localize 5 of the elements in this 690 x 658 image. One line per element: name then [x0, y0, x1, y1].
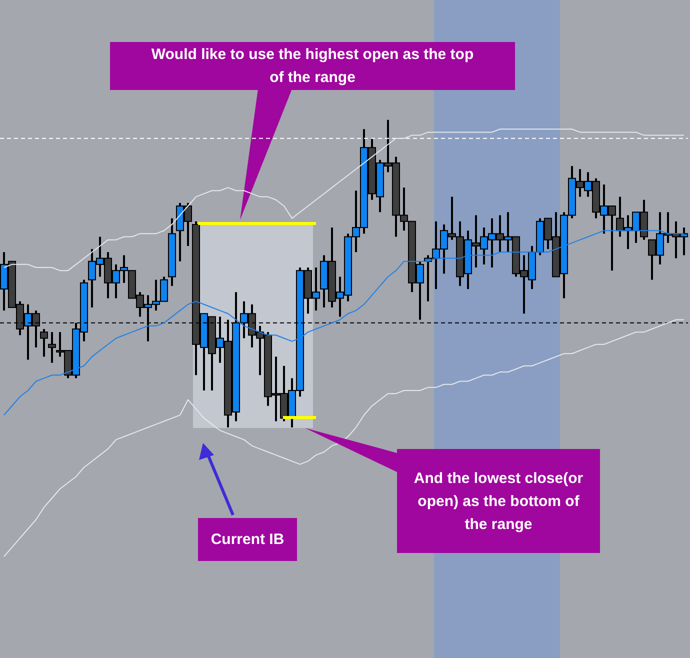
- candlestick: [48, 331, 56, 364]
- candlestick: [40, 328, 48, 358]
- text: Would like to use the highest open as the top of the range: [110, 42, 515, 90]
- text: And the lowest close(or open) as the bottom of the range: [397, 449, 600, 553]
- text: Current IB: [198, 518, 297, 561]
